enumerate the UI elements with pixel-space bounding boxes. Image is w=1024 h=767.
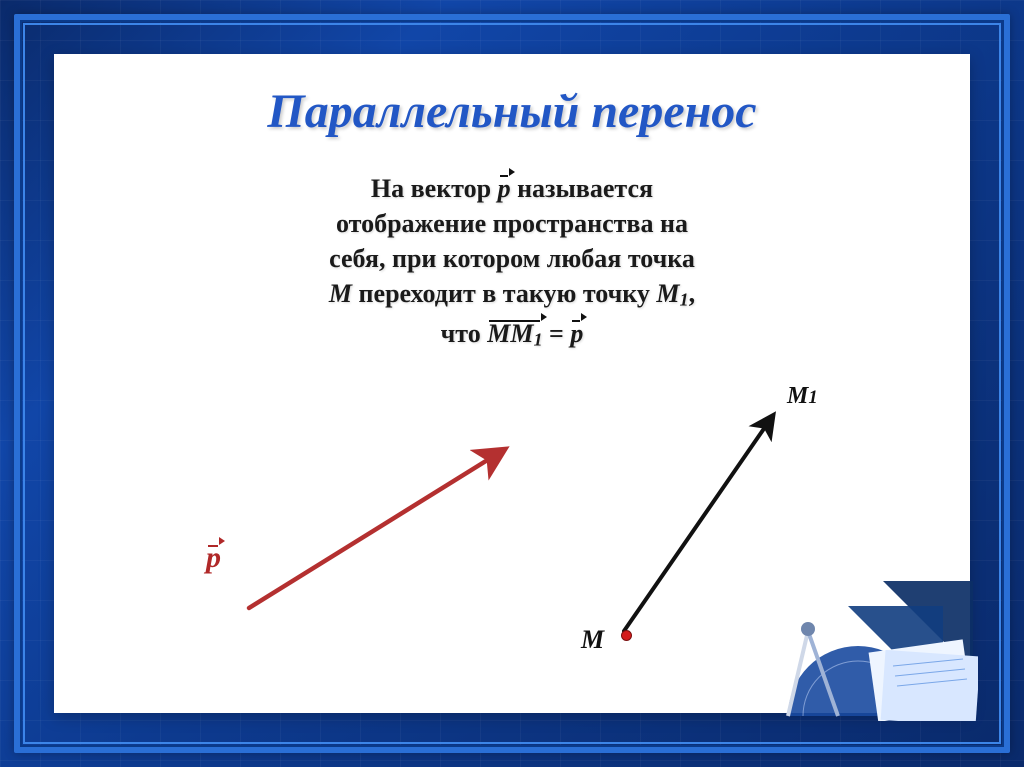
vector-p-arrow bbox=[234, 433, 514, 613]
label-M: M bbox=[581, 625, 604, 655]
vector-p-inline-2: p bbox=[570, 312, 583, 351]
def-line4-post: , bbox=[689, 279, 696, 308]
def-eq: = bbox=[543, 319, 571, 348]
def-M: M bbox=[329, 279, 352, 308]
diagram-area: p M M1 bbox=[54, 353, 970, 713]
def-line1-post: называется bbox=[511, 174, 654, 203]
vector-MM1-inline: MM1 bbox=[487, 312, 542, 352]
slide-frame: Параллельный перенос На вектор p называе… bbox=[14, 14, 1010, 753]
def-line5-pre: что bbox=[441, 319, 488, 348]
def-line4-mid: переходит в такую точку bbox=[352, 279, 656, 308]
label-p: p bbox=[206, 536, 221, 575]
vector-MM1-arrow bbox=[564, 393, 794, 633]
definition-text: На вектор p называется отображение прост… bbox=[182, 167, 842, 352]
slide-title: Параллельный перенос bbox=[54, 84, 970, 139]
vector-p-inline: p bbox=[498, 167, 511, 206]
point-M bbox=[621, 630, 632, 641]
def-M1: M1 bbox=[656, 279, 688, 308]
def-line1-pre: На вектор bbox=[371, 174, 498, 203]
def-line3: себя, при котором любая точка bbox=[329, 244, 695, 273]
label-M1: M1 bbox=[787, 383, 818, 410]
content-card: Параллельный перенос На вектор p называе… bbox=[54, 54, 970, 713]
def-line2: отображение пространства на bbox=[336, 209, 688, 238]
